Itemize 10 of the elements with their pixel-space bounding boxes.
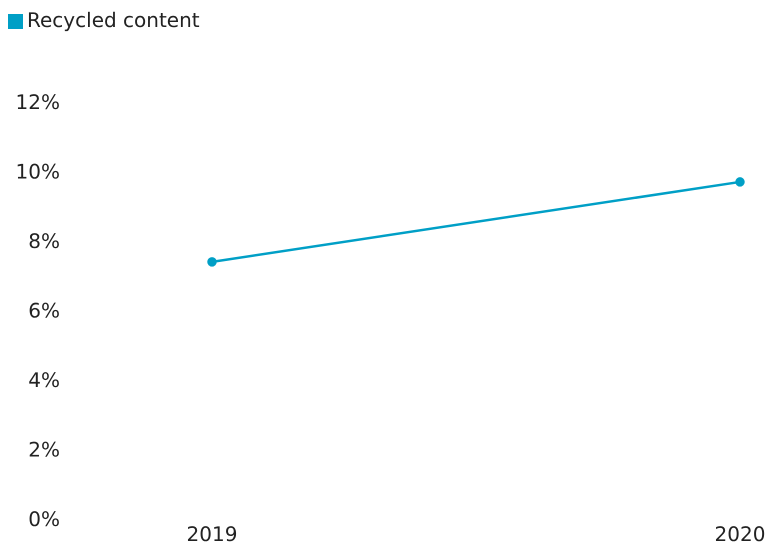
- y-tick-label: 6%: [28, 298, 60, 323]
- y-tick-label: 12%: [16, 90, 60, 114]
- y-tick-label: 8%: [28, 229, 60, 254]
- x-tick-label: 2019: [186, 522, 238, 546]
- y-tick-label: 4%: [28, 368, 60, 392]
- legend-label: Recycled content: [27, 8, 200, 32]
- y-tick-label: 0%: [28, 507, 60, 532]
- x-tick-label: 2020: [714, 522, 766, 546]
- y-tick-label: 10%: [16, 160, 60, 184]
- y-tick-label: 2%: [28, 438, 60, 462]
